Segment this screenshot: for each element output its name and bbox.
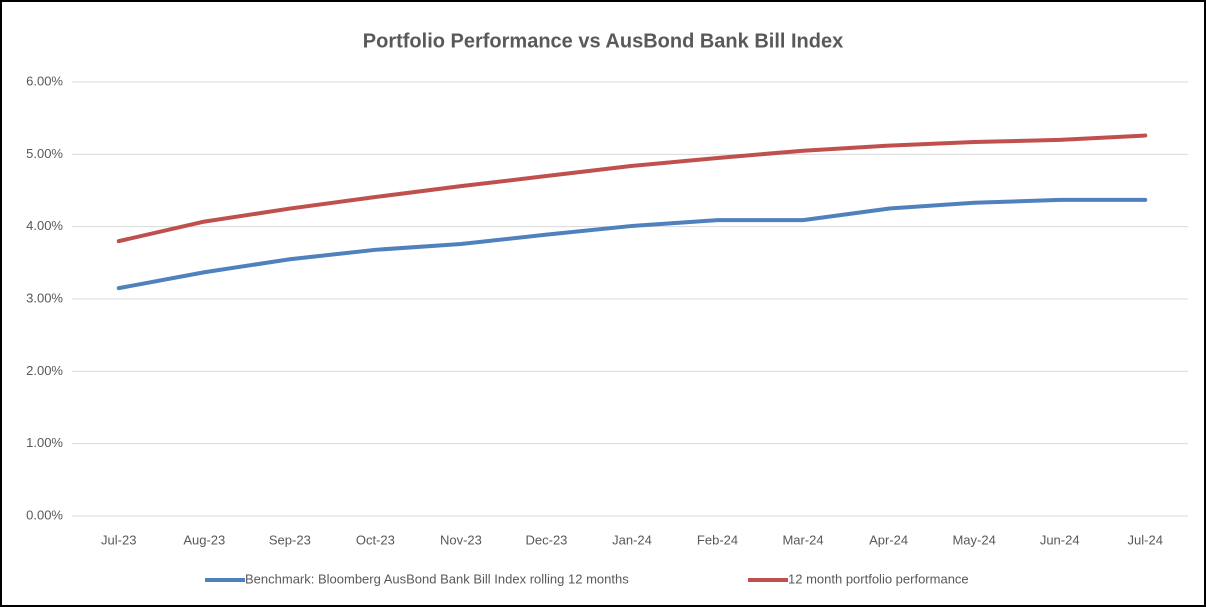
x-tick-label: Apr-24 — [869, 532, 908, 547]
y-tick-label: 2.00% — [26, 363, 63, 378]
x-tick-label: Jun-24 — [1040, 532, 1080, 547]
x-tick-label: Mar-24 — [782, 532, 823, 547]
legend-label: 12 month portfolio performance — [788, 571, 969, 586]
y-tick-label: 3.00% — [26, 290, 63, 305]
series-line — [116, 133, 1148, 244]
series-line — [116, 197, 1148, 291]
x-tick-label: Jan-24 — [612, 532, 652, 547]
x-tick-label: Dec-23 — [526, 532, 568, 547]
x-tick-label: Nov-23 — [440, 532, 482, 547]
y-tick-label: 1.00% — [26, 435, 63, 450]
x-tick-label: Feb-24 — [697, 532, 738, 547]
x-tick-label: May-24 — [952, 532, 995, 547]
x-tick-label: Jul-23 — [101, 532, 136, 547]
y-tick-label: 5.00% — [26, 146, 63, 161]
y-tick-label: 6.00% — [26, 73, 63, 88]
x-tick-label: Sep-23 — [269, 532, 311, 547]
y-tick-label: 4.00% — [26, 218, 63, 233]
x-tick-label: Oct-23 — [356, 532, 395, 547]
legend-label: Benchmark: Bloomberg AusBond Bank Bill I… — [245, 571, 629, 586]
x-tick-label: Aug-23 — [183, 532, 225, 547]
chart-title: Portfolio Performance vs AusBond Bank Bi… — [363, 30, 843, 52]
x-tick-label: Jul-24 — [1128, 532, 1163, 547]
y-tick-label: 0.00% — [26, 507, 63, 522]
